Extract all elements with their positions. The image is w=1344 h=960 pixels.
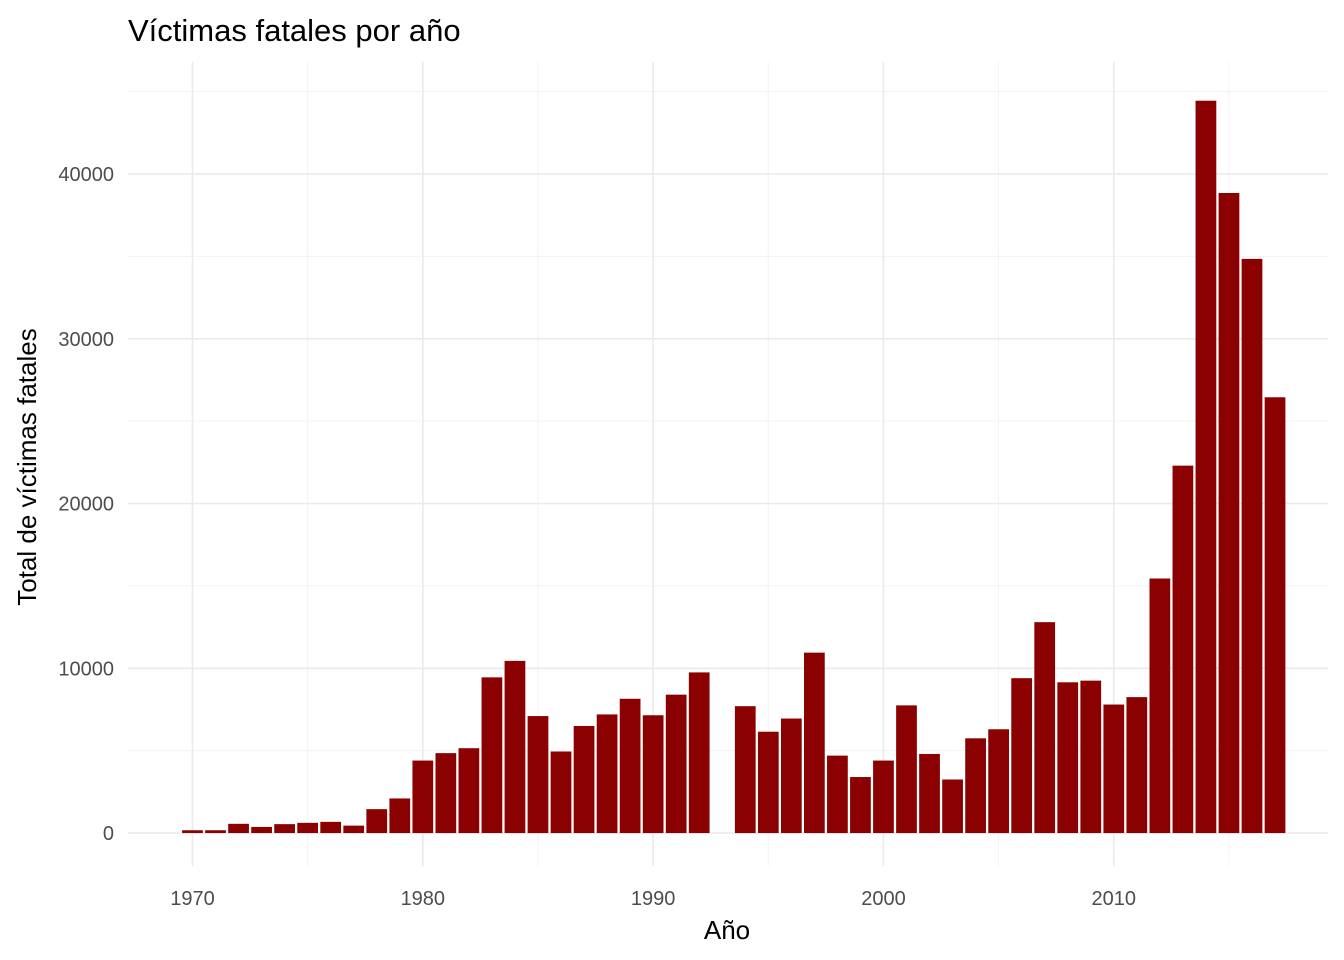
bar <box>827 755 848 834</box>
y-tick-label: 0 <box>103 823 114 845</box>
bar <box>251 826 272 834</box>
bar <box>343 825 365 834</box>
bar <box>965 738 986 834</box>
bar <box>734 706 756 834</box>
x-tick-label: 1980 <box>401 888 446 910</box>
bar <box>504 660 526 834</box>
y-axis-title: Total de víctimas fatales <box>12 328 42 605</box>
bar <box>320 821 342 834</box>
bar <box>458 748 480 834</box>
bar <box>550 751 572 834</box>
y-tick-label: 30000 <box>58 329 114 351</box>
bar <box>850 777 871 834</box>
bars <box>182 100 1286 834</box>
bar <box>596 714 618 834</box>
bar <box>435 753 457 834</box>
bar <box>873 760 894 834</box>
bar <box>1172 465 1194 834</box>
x-axis-title: Año <box>704 915 750 945</box>
bar <box>1103 704 1125 834</box>
bar <box>919 753 940 834</box>
y-tick-label: 40000 <box>58 164 114 186</box>
bar <box>942 779 963 834</box>
bar <box>665 694 687 834</box>
bar <box>1195 100 1217 834</box>
y-axis-ticks: 0 10000 20000 30000 40000 <box>58 164 114 845</box>
bar <box>619 698 641 834</box>
bar <box>757 731 779 834</box>
x-tick-label: 1990 <box>631 888 676 910</box>
bar <box>481 677 503 834</box>
bar <box>1149 578 1171 834</box>
bar <box>988 729 1009 834</box>
bar <box>1057 682 1079 834</box>
bar <box>688 672 710 834</box>
bar <box>1080 680 1102 834</box>
minor-gridlines <box>128 62 1328 866</box>
bar <box>205 830 226 834</box>
x-tick-label: 1970 <box>170 888 215 910</box>
bar <box>366 809 388 834</box>
bar <box>642 715 664 834</box>
bar <box>1241 258 1263 834</box>
bar <box>1218 192 1240 834</box>
bar <box>527 716 549 834</box>
bar <box>297 822 319 834</box>
bar <box>228 823 249 834</box>
y-tick-label: 10000 <box>58 658 114 680</box>
bar <box>412 760 434 834</box>
x-tick-label: 2010 <box>1092 888 1137 910</box>
bar <box>573 725 595 834</box>
bar <box>780 718 802 834</box>
bar <box>1034 622 1056 834</box>
y-tick-label: 20000 <box>58 494 114 516</box>
bar <box>389 798 411 834</box>
bar <box>804 652 825 834</box>
chart-title: Víctimas fatales por año <box>128 13 461 48</box>
x-axis-ticks: 1970 1980 1990 2000 2010 <box>170 888 1136 910</box>
bar <box>182 830 203 834</box>
x-tick-label: 2000 <box>861 888 906 910</box>
bar <box>896 705 917 834</box>
bar <box>1126 697 1148 834</box>
bar <box>274 824 295 834</box>
bar <box>1011 678 1033 834</box>
bar <box>1264 397 1286 834</box>
